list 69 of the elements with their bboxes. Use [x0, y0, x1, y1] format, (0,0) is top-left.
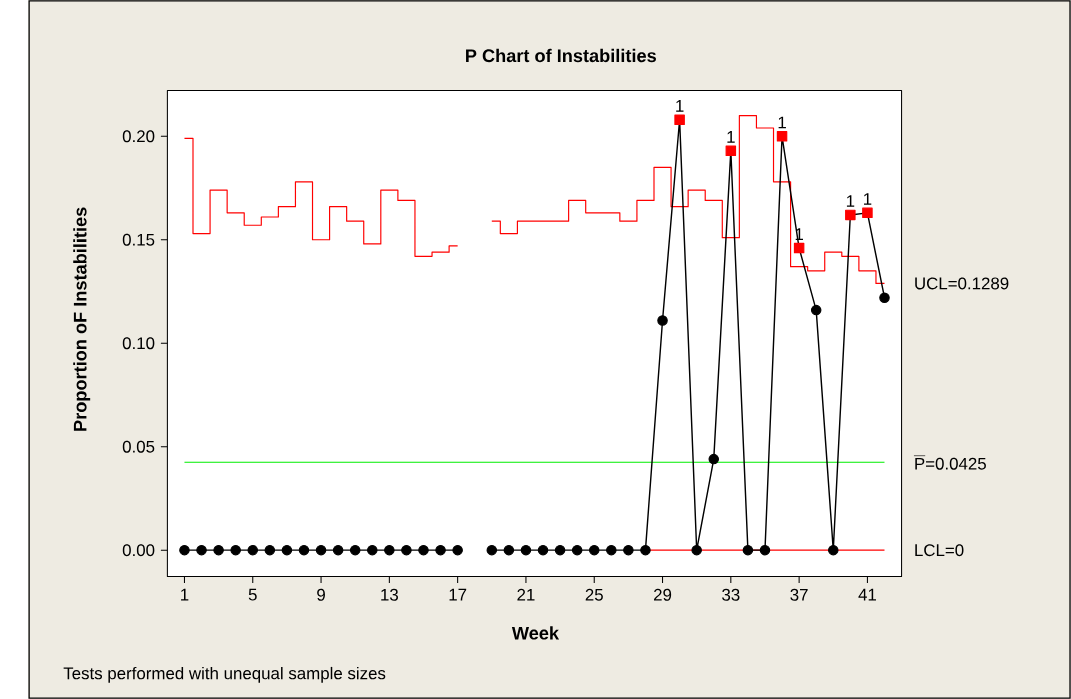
y-tick-label: 0.20 — [122, 130, 155, 143]
point — [520, 544, 532, 556]
point — [862, 207, 873, 219]
x-tick-label: 33 — [722, 588, 740, 601]
point — [674, 114, 685, 125]
point — [281, 544, 293, 556]
point — [247, 544, 259, 556]
point — [332, 544, 344, 556]
series-label: UCL=0.1289 — [915, 277, 1009, 290]
point — [640, 544, 651, 556]
point — [315, 544, 327, 556]
point — [298, 544, 310, 556]
x-tick-label: 17 — [449, 588, 467, 601]
x-tick-label: 41 — [858, 588, 876, 601]
point — [452, 544, 463, 556]
point — [503, 544, 515, 556]
point — [264, 544, 276, 556]
point — [691, 544, 702, 556]
point — [571, 544, 583, 556]
point — [759, 544, 771, 556]
ref-line-label: $\overline{\text{P}}\text{=0.0425}$ — [913, 455, 986, 470]
point — [776, 130, 788, 142]
point — [486, 544, 498, 556]
y-tick-label: 0.00 — [122, 544, 155, 557]
point — [845, 209, 856, 221]
x-tick-label: 25 — [585, 588, 603, 601]
point — [230, 544, 241, 556]
y-tick-label: 0.15 — [122, 233, 155, 246]
point — [367, 544, 378, 556]
point — [879, 292, 890, 303]
point — [828, 544, 839, 556]
point — [606, 544, 617, 556]
x-tick-label: 21 — [517, 588, 535, 601]
x-tick-label: 9 — [317, 588, 325, 601]
point — [196, 544, 207, 556]
point — [213, 544, 224, 556]
annotation: 1 — [727, 131, 735, 143]
point — [418, 544, 429, 556]
chart-title: P Chart of Instabilities — [466, 48, 656, 63]
point — [588, 544, 600, 556]
x-axis-title: Week — [511, 626, 560, 640]
series-label: LCL=0 — [915, 544, 964, 557]
x-tick-label: 5 — [248, 588, 257, 601]
point — [537, 544, 549, 556]
point — [384, 544, 395, 556]
point — [793, 242, 805, 254]
point — [657, 315, 668, 326]
annotation: 1 — [676, 100, 684, 112]
x-tick-label: 29 — [654, 588, 672, 601]
x-tick-label: 1 — [181, 588, 189, 601]
y-tick-label: 0.10 — [122, 337, 155, 350]
point — [725, 145, 737, 156]
x-tick-label: 37 — [790, 588, 808, 601]
annotation: 1 — [846, 195, 855, 207]
annotation: 1 — [778, 116, 786, 129]
y-axis-title: Proportion oF Instabilities — [73, 207, 91, 431]
point — [349, 544, 361, 556]
annotation: 1 — [864, 193, 872, 205]
point — [623, 544, 634, 556]
point — [742, 544, 754, 556]
point — [435, 544, 446, 556]
point — [810, 304, 822, 316]
y-tick-label: 0.05 — [122, 440, 155, 453]
point — [401, 544, 412, 556]
point — [708, 453, 720, 465]
x-tick-label: 13 — [381, 588, 398, 601]
point — [554, 544, 566, 556]
point — [179, 544, 190, 556]
text: Tests performed with unequal sample sizes — [63, 666, 386, 683]
